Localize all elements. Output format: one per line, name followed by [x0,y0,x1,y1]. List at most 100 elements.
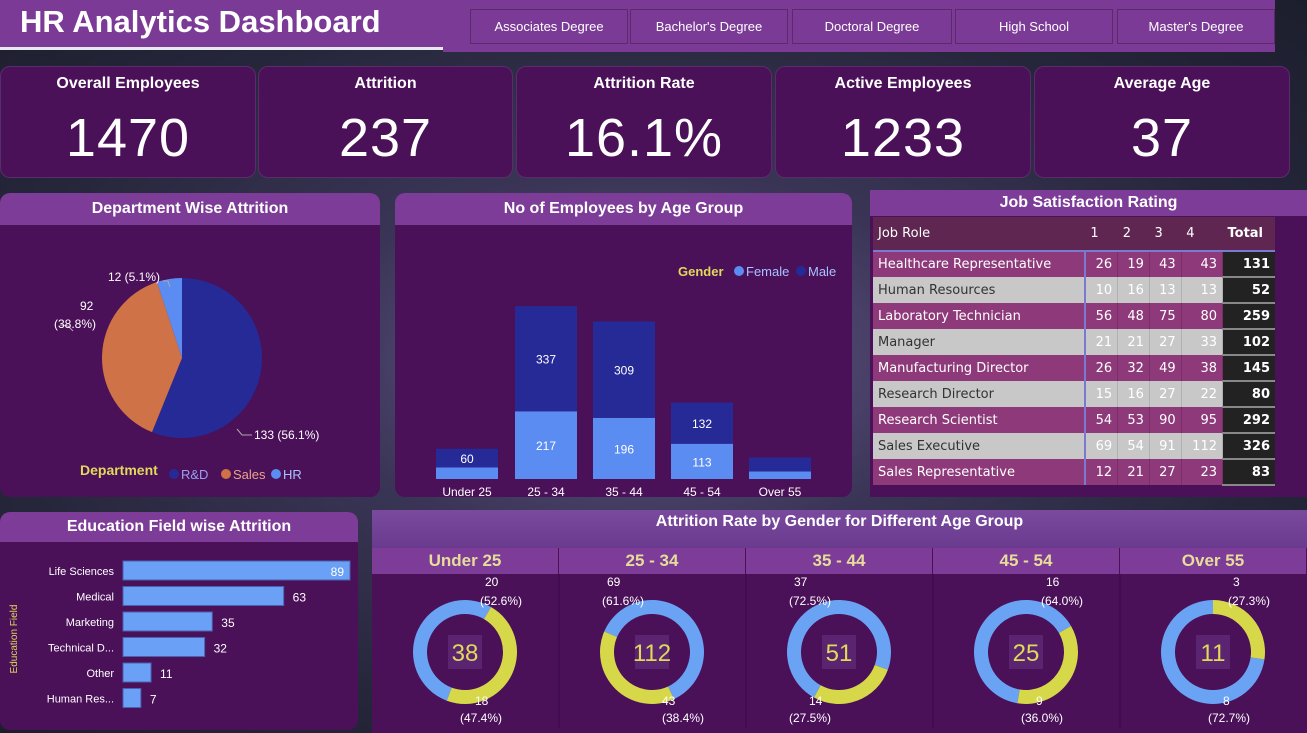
table-cell: 38 [1181,355,1224,381]
table-cell: 32 [1117,355,1150,381]
kpi-average-age: Average Age 37 [1034,66,1290,178]
donut-label-a-pct: (52.6%) [480,594,522,608]
column-header[interactable]: 3 [1149,217,1182,252]
donut-segment-b [600,631,674,704]
table-cell: 53 [1117,407,1150,433]
donut-segment-a [974,600,1072,704]
kpi-label: Attrition Rate [593,75,695,92]
bar-label: 113 [692,455,711,469]
kpi-active-employees: Active Employees 1233 [775,66,1031,178]
y-tick-label: Marketing [66,617,114,629]
column-header[interactable]: 1 [1085,217,1118,252]
table-cell: 102 [1222,329,1275,356]
panel-title: Job Satisfaction Rating [870,190,1307,216]
filter-masters-degree[interactable]: Master's Degree [1117,9,1275,44]
column-header[interactable]: Total [1222,217,1275,252]
kpi-value: 1470 [65,108,191,168]
dashboard-title-box: HR Analytics Dashboard [0,0,443,50]
donut-label-b-pct: (38.4%) [662,711,704,725]
panel-title: Department Wise Attrition [0,193,380,225]
donut-center-box [1196,635,1230,669]
donut-label-a-value: 20 [485,575,499,589]
table-cell: 16 [1117,381,1150,407]
bar-value-label: 35 [221,616,235,630]
kpi-attrition: Attrition 237 [258,66,513,178]
donut-center-box [822,635,856,669]
panel-title: Education Field wise Attrition [0,512,358,542]
table-row: Healthcare Representative 26 19 43 43 131 [873,251,1275,278]
donut-label-b-pct: (72.7%) [1208,711,1250,725]
column-header[interactable]: 4 [1181,217,1223,252]
donut-group-header: 45 - 54 [933,548,1119,574]
legend-label: Sales [233,467,266,482]
y-tick-label: Technical D... [48,643,114,655]
donut-segment-b [813,664,888,704]
legend-title: Department [80,462,158,478]
table-cell: 27 [1149,329,1182,355]
bar-female-1 [515,411,577,479]
donut-total: 51 [826,640,853,667]
table-cell: 54 [1085,407,1119,433]
filter-doctoral-degree[interactable]: Doctoral Degree [792,9,952,44]
panel-title: Attrition Rate by Gender for Different A… [372,510,1307,548]
kpi-value: 37 [1130,108,1194,168]
table-cell: 80 [1181,303,1224,329]
table-cell: 15 [1085,381,1119,407]
donut-segment-b [1213,600,1265,660]
table-cell: 21 [1117,459,1150,485]
table-row: Human Resources 10 16 13 13 52 [873,277,1275,304]
bar-label: 217 [536,439,556,453]
table-cell: Laboratory Technician [873,303,1087,329]
column-header[interactable]: 2 [1117,217,1150,252]
department-pie-chart: Department 133 (56.1%) 92 (38.8%) 12 (5.1%)… [54,270,319,482]
filter-high-school[interactable]: High School [955,9,1113,44]
education-bar-chart: Education Field Life Sciences 89 Medical 63 M… [9,560,351,708]
kpi-value: 237 [338,108,433,168]
table-cell: 12 [1085,459,1119,485]
donut-label-b-pct: (36.0%) [1021,711,1063,725]
table-cell: 131 [1222,251,1275,278]
table-row: Laboratory Technician 56 48 75 80 259 [873,303,1275,330]
table-cell: 326 [1222,433,1275,460]
table-cell: 19 [1117,251,1150,277]
table-row: Manufacturing Director 26 32 49 38 145 [873,355,1275,382]
filter-associates-degree[interactable]: Associates Degree [470,9,628,44]
data-label: (38.8%) [54,317,96,331]
edu-bar-2 [122,611,213,632]
donut-label-b-value: 18 [475,694,489,708]
gender-age-attrition-panel: Attrition Rate by Gender for Different A… [372,510,1307,733]
bar-male-1 [515,306,577,412]
donut-label-b-pct: (27.5%) [789,711,831,725]
donut-segment-a [413,600,491,701]
bar-value-label: 11 [160,667,173,681]
table-cell: 27 [1149,459,1182,485]
column-header[interactable]: Job Role [873,217,1086,252]
kpi-label: Average Age [1113,75,1211,92]
table-cell: 13 [1149,277,1182,303]
table-cell: 259 [1222,303,1275,330]
table-cell: 33 [1181,329,1224,355]
donut-label-a-pct: (27.3%) [1228,594,1270,608]
table-cell: 26 [1085,355,1119,381]
donut-label-a-value: 37 [794,575,808,589]
department-attrition-panel: Department Wise Attrition Department 133… [0,193,380,497]
table-cell: 13 [1181,277,1224,303]
kpi-label: Active Employees [834,75,972,92]
filter-bachelors-degree[interactable]: Bachelor's Degree [630,9,788,44]
edu-bar-3 [122,637,206,657]
education-filter-slicer: Associates Degree Bachelor's Degree Doct… [443,0,1275,52]
donut-label-b-pct: (47.4%) [460,711,502,725]
table-row: Sales Executive 69 54 91 112 326 [873,433,1275,460]
table-header-row: Job Role 1 2 3 4 Total [873,217,1275,252]
x-tick-label: Under 25 [442,485,492,497]
table-row: Research Director 15 16 27 22 80 [873,381,1275,408]
table-cell: 95 [1181,407,1224,433]
table-cell: 75 [1149,303,1182,329]
bar-label: 337 [536,353,556,367]
age-group-bar-chart: Gender Female Male 60 Under 25 217 337 25 - 34 1… [436,264,836,497]
table-cell: 52 [1222,277,1275,304]
donut-label-b-value: 14 [809,694,823,708]
edu-bar-5 [122,688,142,708]
table-cell: 49 [1149,355,1182,381]
y-tick-label: Other [86,668,114,680]
